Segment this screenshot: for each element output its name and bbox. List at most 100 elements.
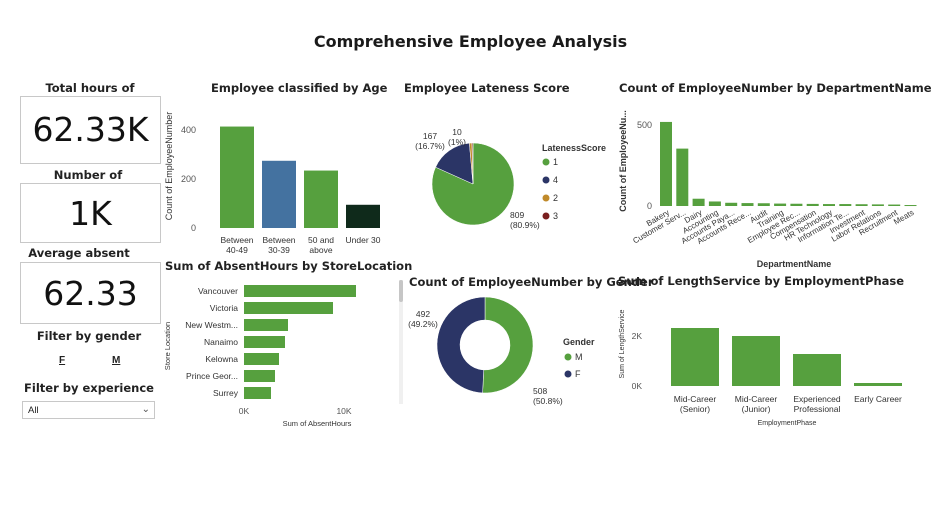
lateness-legend-title: LatenessScore: [542, 143, 606, 153]
store-y-tick: New Westm...: [185, 320, 238, 330]
gender-legend-title: Gender: [563, 337, 595, 347]
lateness-pie-chart: 809 (80.9%) 167 (16.7%)10 (1%) LatenessScore 1…: [415, 127, 606, 230]
experience-filter-label: Filter by experience: [24, 381, 154, 395]
employees-kpi-value: 1K: [69, 194, 112, 233]
age-x-tick: 50 and above: [308, 235, 334, 255]
store-bar: [244, 370, 275, 382]
store-y-axis-label: Store Location: [163, 322, 172, 370]
service-bar-chart: Sum of LengthService 0K 2K Mid-Career (Senio…: [619, 309, 902, 427]
department-bar: [708, 201, 721, 206]
lateness-legend-item: 2: [553, 193, 558, 203]
store-bar: [244, 302, 333, 314]
age-chart-title: Employee classified by Age: [211, 81, 388, 95]
department-bar: [676, 148, 689, 206]
chevron-down-icon: ⌄: [141, 404, 150, 415]
gender-donut-slice-F: [436, 296, 486, 394]
store-bar-chart: Store Location Vancouver Victoria New Westm…: [163, 285, 356, 428]
experience-select-value: All: [28, 405, 39, 416]
lateness-legend-marker: [542, 176, 550, 184]
age-x-tick: Under 30: [346, 235, 381, 245]
store-bar: [244, 319, 288, 331]
lateness-legend-item: 1: [553, 157, 558, 167]
service-y-axis-label: Sum of LengthService: [619, 309, 626, 378]
lateness-label-1: 809 (80.9%): [510, 210, 540, 230]
department-bar: [823, 204, 835, 206]
service-x-axis-label: EmploymentPhase: [758, 420, 817, 427]
department-bar: [888, 204, 901, 206]
gender-donut-chart: 508 (50.8%) 492 (49.2%) Gender MF: [408, 296, 595, 406]
lateness-chart-title: Employee Lateness Score: [404, 81, 570, 95]
age-y-tick: 400: [181, 125, 196, 135]
gender-filter-label: Filter by gender: [36, 329, 142, 343]
gender-filter-f-button[interactable]: F: [59, 355, 66, 366]
store-bar: [244, 353, 279, 365]
age-y-tick: 200: [181, 174, 196, 184]
department-bar-chart: Count of EmployeeNu... 0500BakeryCustomer…: [618, 110, 917, 269]
store-x-axis-label: Sum of AbsentHours: [283, 419, 352, 428]
service-x-tick: Experienced Professional: [793, 394, 841, 414]
page-title: Comprehensive Employee Analysis: [313, 32, 628, 51]
absence-kpi-value: 62.33K: [32, 110, 149, 149]
service-x-tick: Early Career: [854, 394, 902, 404]
department-chart-title: Count of EmployeeNumber by DepartmentNam…: [619, 81, 932, 95]
lateness-legend-item: 4: [553, 175, 558, 185]
absence-kpi-card: 62.33K: [20, 96, 161, 164]
lateness-label-2: 10 (1%): [448, 127, 466, 147]
service-bar: [854, 383, 902, 386]
store-x-tick: 10K: [336, 406, 351, 416]
gender-legend-item: M: [575, 352, 583, 362]
department-bar: [725, 202, 738, 206]
age-bar-chart: Count of EmployeeNumber 0 200 400 Between 40-…: [164, 112, 381, 255]
department-bar: [904, 205, 917, 207]
department-y-axis-label: Count of EmployeeNu...: [618, 110, 628, 212]
department-bar: [757, 203, 770, 206]
store-x-tick: 0K: [239, 406, 250, 416]
visual-scrollbar-track[interactable]: [399, 280, 403, 404]
store-y-tick: Vancouver: [198, 286, 238, 296]
age-bar: [220, 126, 254, 228]
gender-label-m: 508 (50.8%): [533, 386, 563, 406]
department-x-axis-label: DepartmentName: [757, 259, 832, 269]
gender-legend-item: F: [575, 369, 581, 379]
department-bar: [692, 198, 705, 206]
service-y-tick: 0K: [632, 381, 643, 391]
lateness-legend-marker: [542, 158, 550, 166]
department-bar: [741, 203, 754, 206]
age-y-tick: 0: [191, 223, 196, 233]
gender-donut-slice-M: [482, 296, 534, 394]
service-x-tick: Mid-Career (Junior): [735, 394, 778, 414]
department-y-tick: 500: [637, 120, 652, 130]
store-y-tick: Kelowna: [205, 354, 238, 364]
store-bar: [244, 336, 285, 348]
store-y-tick: Surrey: [213, 388, 239, 398]
age-x-tick: Between 40-49: [220, 235, 253, 255]
age-bar: [304, 170, 338, 228]
store-chart-title: Sum of AbsentHours by StoreLocation: [165, 259, 413, 273]
experience-select[interactable]: All ⌄: [22, 401, 155, 419]
store-y-tick: Nanaimo: [204, 337, 238, 347]
department-bar: [806, 203, 819, 206]
department-bar: [790, 203, 803, 206]
service-bar: [671, 328, 719, 386]
age-bar: [346, 204, 380, 228]
lateness-legend-marker: [542, 212, 550, 220]
visual-scrollbar-thumb[interactable]: [399, 280, 403, 302]
lateness-label-4: 167 (16.7%): [415, 131, 445, 151]
department-bar: [871, 204, 884, 206]
service-x-tick: Mid-Career (Senior): [674, 394, 717, 414]
department-bar: [774, 203, 787, 206]
department-bar: [839, 204, 852, 206]
avg-kpi-card: 62.33: [20, 262, 161, 324]
age-bar: [262, 160, 296, 228]
lateness-pie-slice-3: [471, 142, 474, 185]
service-bar: [793, 354, 841, 386]
store-bar: [244, 387, 271, 399]
gender-chart-title: Count of EmployeeNumber by Gender: [409, 275, 654, 289]
service-y-tick: 2K: [632, 331, 643, 341]
age-x-tick: Between 30-39: [262, 235, 295, 255]
service-bar: [732, 336, 780, 386]
store-y-tick: Victoria: [210, 303, 238, 313]
gender-legend-marker: [564, 353, 572, 361]
gender-label-f: 492 (49.2%): [408, 309, 438, 329]
gender-filter-m-button[interactable]: M: [112, 355, 121, 366]
